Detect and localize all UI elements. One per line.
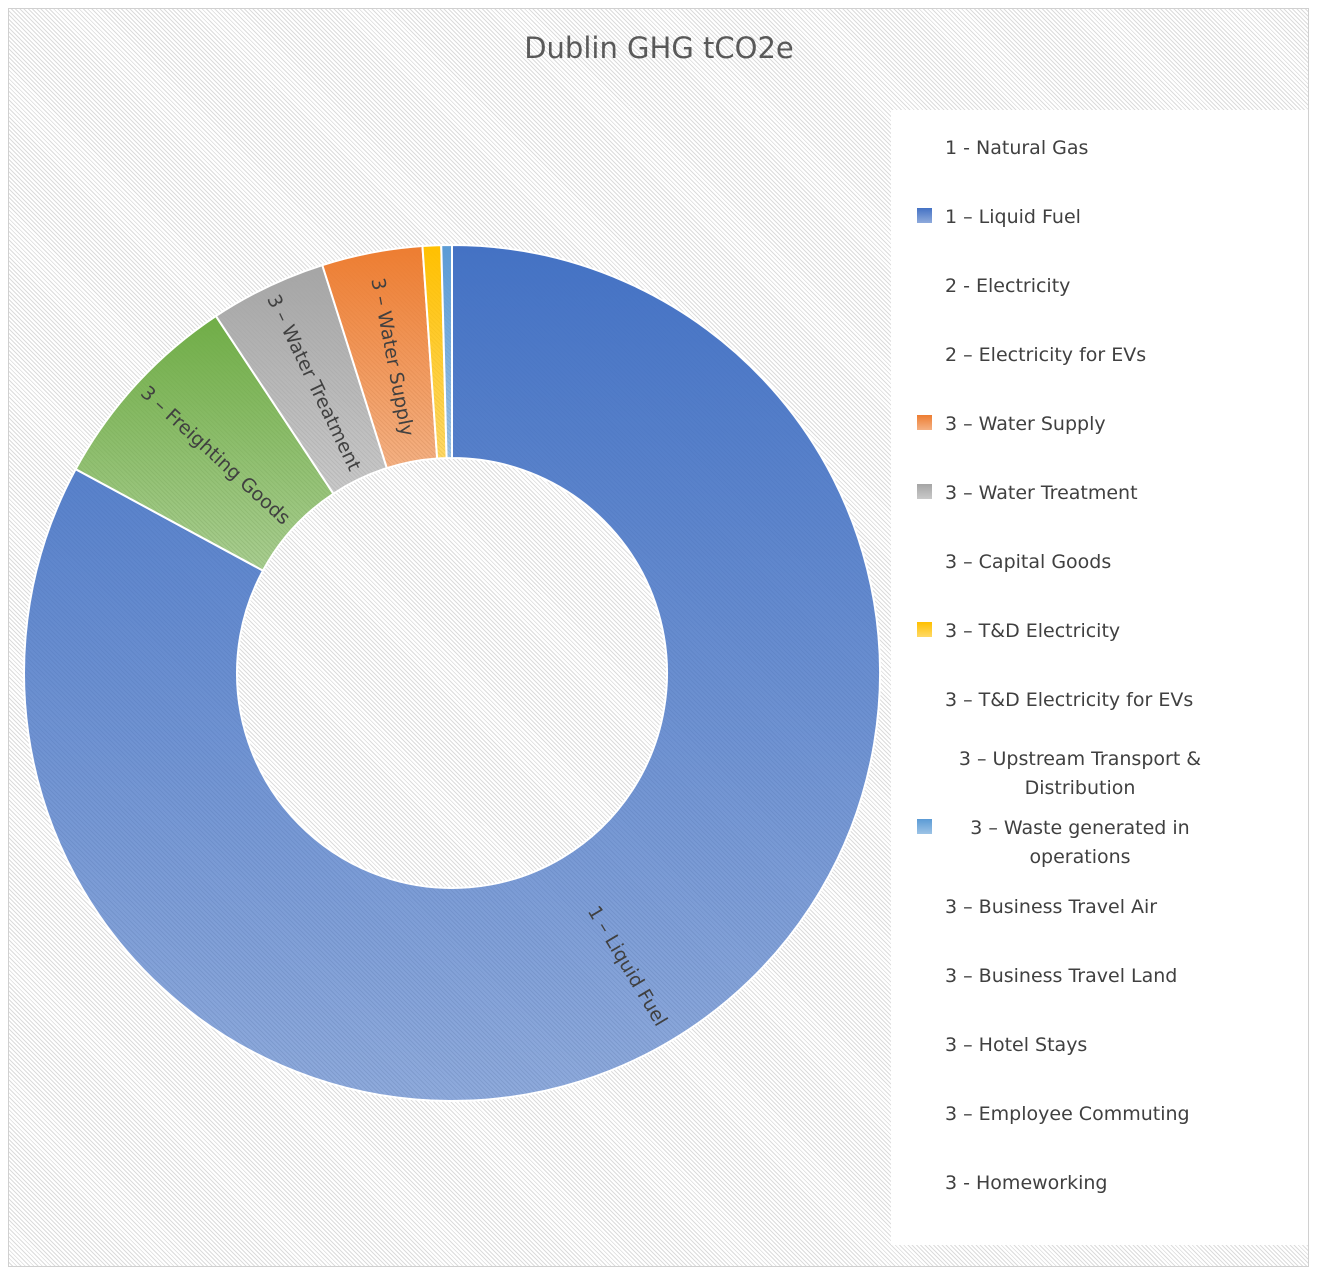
legend-label: 3 – Upstream Transport & Distribution <box>958 748 1202 799</box>
legend-label: 3 – T&D Electricity for EVs <box>945 689 1194 711</box>
legend-swatch <box>917 415 932 430</box>
legend-label: 3 – Business Travel Land <box>945 965 1178 987</box>
legend-label: 2 - Electricity <box>945 275 1071 297</box>
legend: 1 - Natural Gas 1 – Liquid Fuel 2 - Electr… <box>891 110 1308 1245</box>
donut-slice <box>440 243 453 460</box>
legend-label: 3 – T&D Electricity <box>945 620 1121 642</box>
legend-label: 1 - Natural Gas <box>945 137 1089 159</box>
legend-label: 3 – Hotel Stays <box>945 1034 1088 1056</box>
legend-swatch <box>917 819 932 834</box>
legend-label: 3 – Water Supply <box>945 413 1106 435</box>
chart-title: Dublin GHG tCO2e <box>524 31 794 65</box>
legend-label: 3 – Waste generated in operations <box>970 817 1190 868</box>
legend-label: 3 – Water Treatment <box>945 482 1138 504</box>
donut-slice <box>23 243 881 1102</box>
legend-label: 1 – Liquid Fuel <box>945 206 1081 228</box>
legend-swatch <box>917 484 932 499</box>
legend-label: 3 – Capital Goods <box>945 551 1112 573</box>
legend-swatch <box>917 622 932 637</box>
legend-label: 3 – Employee Commuting <box>945 1103 1190 1125</box>
legend-label: 2 – Electricity for EVs <box>945 344 1147 366</box>
legend-label: 3 – Business Travel Air <box>945 896 1158 918</box>
legend-label: 3 - Homeworking <box>945 1172 1108 1194</box>
legend-swatch <box>917 208 932 223</box>
